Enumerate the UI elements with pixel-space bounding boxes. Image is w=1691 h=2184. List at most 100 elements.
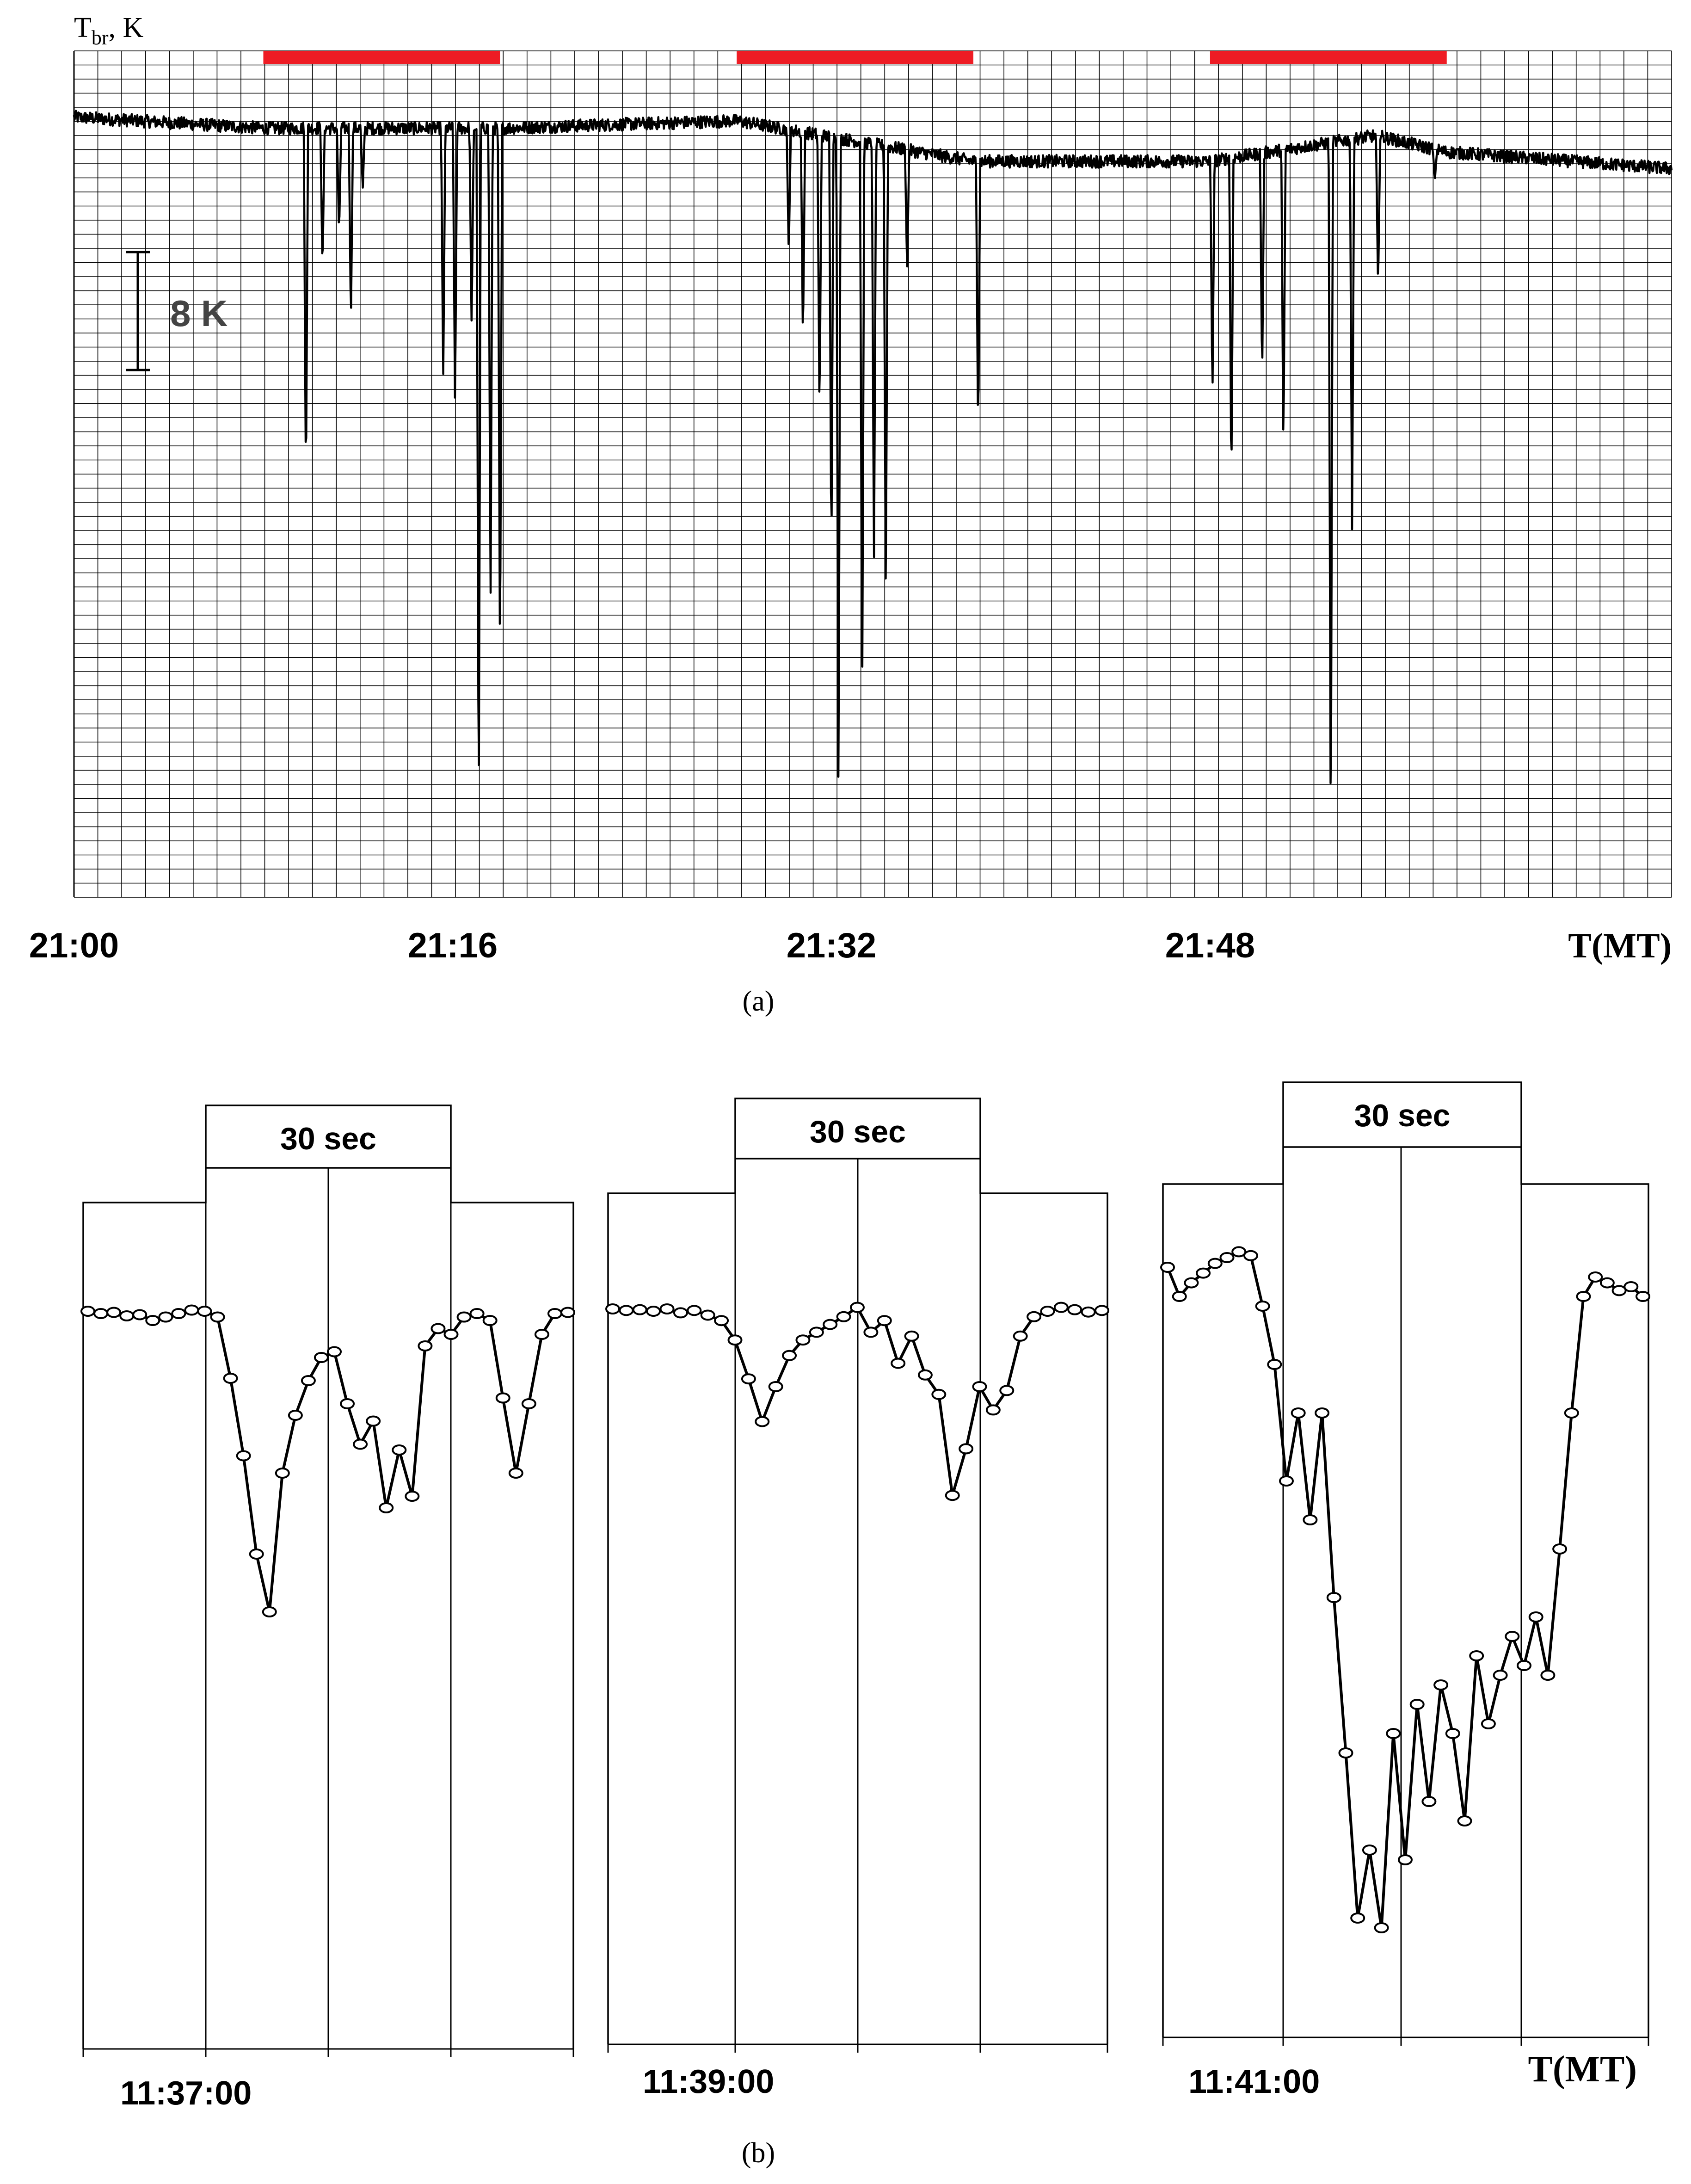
x-tick-label-2: 21:16 xyxy=(408,926,498,965)
sample-point xyxy=(469,1308,485,1319)
sample-point xyxy=(985,1404,1001,1416)
window-label: 30 sec xyxy=(280,1121,376,1156)
sample-point xyxy=(1636,1291,1650,1302)
sample-point xyxy=(1362,1845,1377,1856)
sample-point xyxy=(340,1398,355,1409)
highlight-bar-1 xyxy=(263,51,500,64)
sample-point xyxy=(1469,1650,1484,1661)
sample-point xyxy=(917,1369,933,1381)
sample-point xyxy=(1445,1728,1460,1739)
sample-point xyxy=(1398,1854,1413,1865)
sample-point xyxy=(836,1311,851,1322)
sample-point xyxy=(1564,1407,1579,1419)
sample-point xyxy=(1291,1407,1306,1419)
sample-point xyxy=(1576,1291,1591,1302)
sample-point xyxy=(646,1306,661,1317)
sample-point xyxy=(727,1334,743,1346)
subpanel-frame xyxy=(607,1098,1108,2044)
x-tick-label-4: 21:48 xyxy=(1165,926,1255,965)
sample-point xyxy=(891,1357,906,1369)
sample-point xyxy=(1493,1670,1508,1681)
sample-point xyxy=(197,1306,212,1317)
sample-trace xyxy=(1166,1250,1644,1929)
sample-point xyxy=(632,1304,647,1315)
x-axis-title: T(MT) xyxy=(1568,926,1672,965)
sample-point xyxy=(1374,1922,1389,1933)
y-axis-title: Tbr, K xyxy=(74,12,144,49)
sample-point xyxy=(275,1468,290,1479)
sample-point xyxy=(850,1302,865,1313)
sample-point xyxy=(1255,1301,1270,1312)
sample-point xyxy=(1196,1267,1211,1279)
sample-point xyxy=(1611,1285,1627,1296)
brightness-trace xyxy=(73,110,1673,784)
sample-point xyxy=(1095,1305,1109,1316)
panel-label-a: (a) xyxy=(743,986,775,1017)
sample-point xyxy=(1326,1592,1341,1603)
sample-point xyxy=(1013,1330,1028,1342)
sample-point xyxy=(1243,1250,1258,1261)
sample-point xyxy=(80,1306,95,1317)
sample-point xyxy=(782,1350,797,1361)
sample-point xyxy=(158,1311,173,1323)
sample-point xyxy=(288,1410,303,1421)
sample-point xyxy=(353,1438,368,1450)
subpanel-frame xyxy=(1162,1081,1649,2037)
sample-point xyxy=(1481,1718,1496,1729)
sample-point xyxy=(1505,1631,1520,1642)
x-tick-label-3: 21:32 xyxy=(787,926,876,965)
sample-point xyxy=(605,1303,620,1314)
sample-point xyxy=(534,1329,549,1340)
sample-point xyxy=(1067,1304,1082,1315)
sample-point xyxy=(236,1450,251,1462)
sample-point xyxy=(418,1340,433,1351)
sample-point xyxy=(972,1381,987,1392)
sample-point xyxy=(755,1416,770,1427)
sample-point xyxy=(863,1326,879,1338)
window-label: 30 sec xyxy=(1354,1098,1451,1133)
sample-point xyxy=(132,1309,148,1320)
sample-point xyxy=(366,1415,381,1427)
sample-point xyxy=(314,1352,329,1363)
sample-point xyxy=(1409,1699,1425,1710)
x-axis-title-b: T(MT) xyxy=(1528,2049,1637,2090)
highlight-bars xyxy=(263,51,1447,64)
sample-point xyxy=(1517,1660,1531,1671)
sample-point xyxy=(1303,1514,1318,1525)
window-label: 30 sec xyxy=(810,1114,906,1149)
sample-point xyxy=(823,1319,838,1330)
subpanel-114100: 30 sec 11:41:00 xyxy=(1160,1081,1650,2100)
highlight-bar-3 xyxy=(1210,51,1447,64)
sample-point xyxy=(768,1381,783,1392)
sample-point xyxy=(1027,1311,1042,1322)
sample-point xyxy=(184,1304,199,1316)
sample-point xyxy=(1457,1815,1472,1826)
sample-point xyxy=(262,1606,277,1617)
sample-point xyxy=(301,1375,316,1386)
sample-point xyxy=(741,1373,756,1385)
sample-point xyxy=(1386,1728,1401,1739)
sample-point xyxy=(405,1491,420,1502)
sample-point xyxy=(714,1315,729,1326)
sample-point xyxy=(1184,1277,1199,1289)
sample-point xyxy=(877,1315,892,1326)
sample-point xyxy=(809,1326,824,1338)
sample-point xyxy=(1081,1306,1096,1318)
sample-point xyxy=(1231,1246,1247,1258)
sample-point xyxy=(171,1308,186,1319)
subpanel-113900: 30 sec 11:39:00 xyxy=(605,1098,1109,2100)
sample-point xyxy=(1528,1611,1543,1623)
sample-point xyxy=(223,1373,238,1384)
sample-point xyxy=(959,1443,974,1455)
sample-point xyxy=(1421,1796,1437,1807)
sample-point xyxy=(687,1305,702,1316)
sample-point xyxy=(673,1307,688,1319)
sample-point xyxy=(443,1329,459,1340)
sample-point xyxy=(547,1308,562,1319)
sample-point xyxy=(1599,1277,1615,1289)
start-time-label: 11:39:00 xyxy=(643,2063,774,2100)
sample-point xyxy=(1315,1407,1330,1419)
sample-point xyxy=(659,1303,675,1314)
highlight-bar-2 xyxy=(737,51,974,64)
